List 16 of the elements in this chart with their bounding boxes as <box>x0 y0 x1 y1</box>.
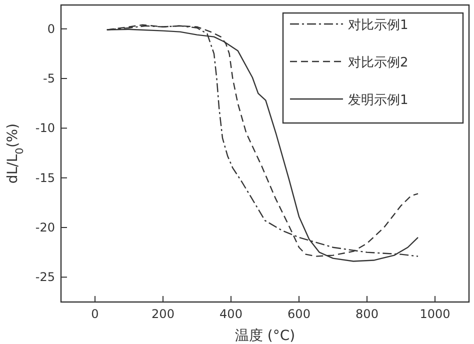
legend-label: 发明示例1 <box>348 93 408 108</box>
x-tick-label: 400 <box>220 307 242 321</box>
legend-label: 对比示例1 <box>348 18 408 33</box>
x-axis-title: 温度 (°C) <box>234 328 296 344</box>
x-tick-label: 600 <box>288 307 310 321</box>
y-tick-label: 0 <box>47 22 55 36</box>
x-tick-label: 200 <box>152 307 174 321</box>
y-tick-label: -10 <box>35 121 55 136</box>
y-tick-label: -25 <box>35 270 55 284</box>
legend-label: 对比示例2 <box>348 56 408 70</box>
x-tick-label: 1000 <box>420 307 450 321</box>
y-tick-label: -20 <box>35 220 55 234</box>
y-tick-label: -5 <box>43 72 55 86</box>
x-tick-label: 0 <box>91 307 99 321</box>
y-tick-label: -15 <box>35 170 55 185</box>
x-tick-label: 800 <box>356 307 378 321</box>
